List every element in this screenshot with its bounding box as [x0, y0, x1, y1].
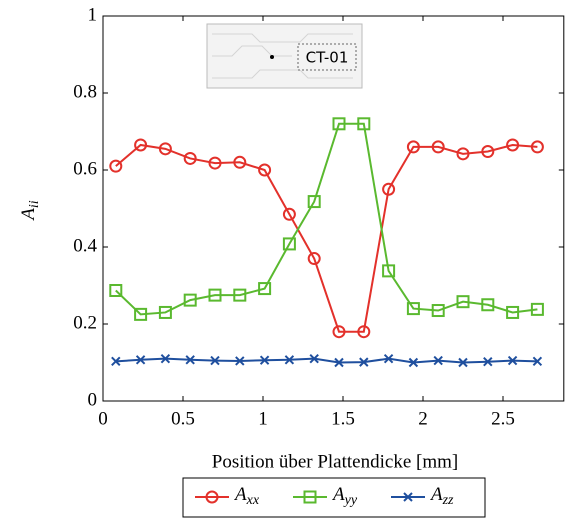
legend-marker: [303, 490, 317, 504]
marker: [183, 293, 197, 307]
marker: [259, 355, 270, 365]
marker: [208, 156, 222, 170]
y-tick-label: 0.8: [73, 81, 97, 102]
marker: [233, 155, 247, 169]
marker: [334, 357, 344, 368]
series-line: [115, 357, 538, 364]
marker: [185, 355, 195, 365]
marker: [258, 163, 272, 177]
marker: [158, 305, 172, 319]
legend-label: Ayy: [331, 484, 358, 508]
marker: [158, 142, 172, 156]
marker: [456, 147, 470, 161]
marker: [431, 304, 445, 318]
marker: [383, 353, 394, 364]
marker: [208, 288, 222, 302]
marker: [408, 357, 419, 368]
marker: [332, 325, 346, 339]
legend-label: Axx: [233, 484, 260, 508]
x-tick-label: 0.5: [171, 408, 195, 429]
marker: [233, 288, 247, 302]
y-tick-label: 1: [88, 4, 98, 25]
marker: [357, 117, 371, 131]
marker: [282, 207, 296, 221]
marker: [506, 305, 520, 319]
marker: [183, 151, 197, 165]
marker: [382, 182, 396, 196]
marker: [433, 355, 443, 366]
x-tick-label: 1.5: [331, 408, 355, 429]
y-tick-label: 0.4: [73, 235, 97, 256]
plot-frame: [102, 15, 565, 402]
marker: [481, 298, 495, 312]
x-tick-label: 1: [258, 408, 268, 429]
annotation: CT-01: [306, 49, 349, 67]
marker: [506, 138, 520, 152]
marker: [431, 140, 445, 154]
marker: [357, 325, 371, 339]
legend: [182, 477, 486, 518]
marker: [134, 138, 148, 152]
x-tick-label: 2.5: [491, 408, 515, 429]
marker: [382, 264, 396, 278]
marker: [309, 353, 319, 364]
marker: [456, 295, 470, 309]
y-tick-label: 0.2: [73, 312, 97, 333]
x-tick-label: 2: [418, 408, 428, 429]
marker: [258, 282, 272, 296]
inset-pattern: [212, 33, 353, 79]
inset-dot: [270, 55, 274, 59]
series-line: [115, 122, 538, 316]
marker: [483, 357, 493, 367]
series-line: [115, 143, 538, 333]
marker: [532, 356, 543, 367]
y-axis-label: Aii: [18, 200, 42, 221]
marker: [284, 355, 295, 365]
marker: [481, 145, 495, 159]
marker: [109, 159, 123, 173]
legend-marker: [403, 492, 413, 502]
marker: [406, 140, 420, 154]
marker: [111, 356, 121, 367]
marker: [160, 353, 171, 364]
marker: [507, 355, 518, 366]
y-tick-label: 0.6: [73, 158, 97, 179]
marker: [307, 195, 321, 209]
y-tick-label: 0: [88, 389, 98, 410]
marker: [406, 302, 420, 316]
marker: [109, 284, 123, 298]
marker: [282, 237, 296, 251]
marker: [530, 140, 544, 154]
marker: [235, 356, 245, 366]
annotation-box: [297, 43, 357, 71]
marker: [307, 252, 321, 266]
marker: [134, 307, 148, 321]
marker: [530, 302, 544, 316]
marker: [135, 355, 146, 365]
marker: [332, 117, 346, 131]
legend-marker: [205, 490, 219, 504]
marker: [210, 355, 220, 366]
marker: [359, 357, 369, 367]
marker: [458, 357, 468, 368]
legend-label: Azz: [429, 484, 454, 508]
x-axis-label: Position über Plattendicke [mm]: [212, 451, 458, 472]
x-tick-label: 0: [98, 408, 108, 429]
